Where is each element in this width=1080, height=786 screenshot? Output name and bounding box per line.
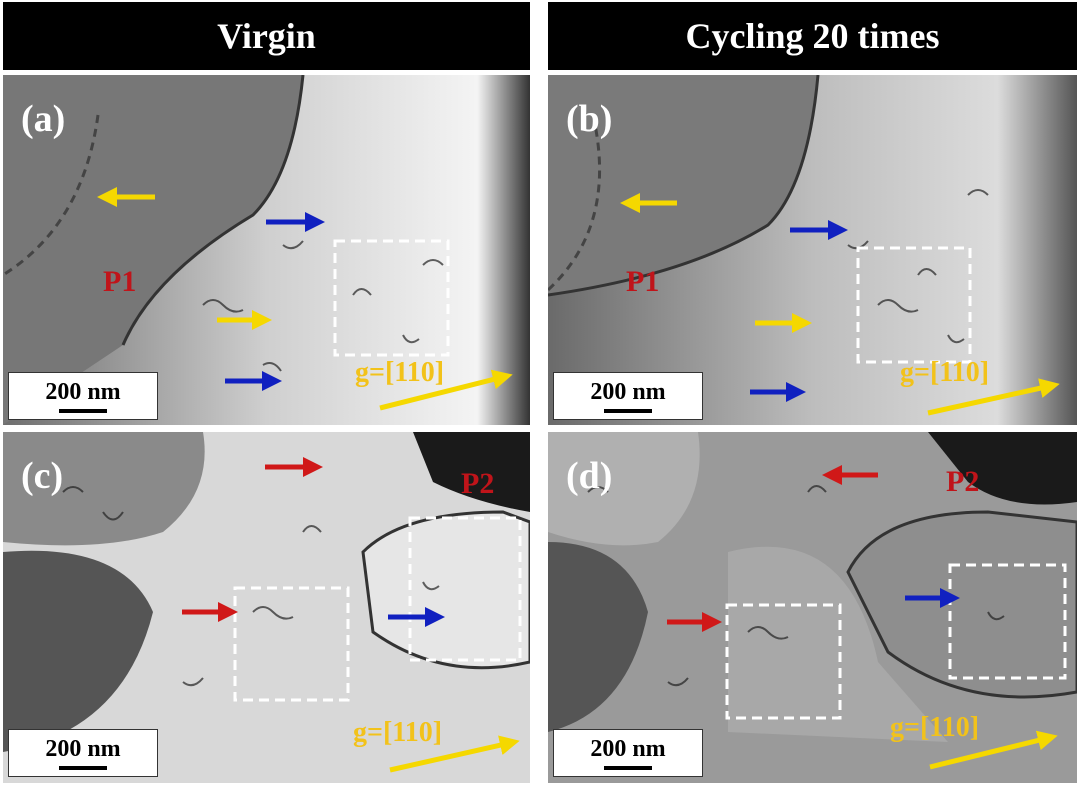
scale-bar: 200 nm [8, 729, 158, 777]
g-vector-arrow [929, 730, 1058, 770]
scale-text: 200 nm [45, 736, 121, 762]
g-vector-label: g=[110] [355, 357, 445, 388]
tem-image-a [3, 75, 530, 425]
phase-label: P2 [461, 467, 495, 500]
tem-image-b [548, 75, 1077, 425]
scale-bar: 200 nm [8, 372, 158, 420]
g-vector-label: g=[110] [890, 712, 980, 743]
panel-label: (d) [566, 455, 613, 497]
panel-b: (b) P1 g=[110] 200 nm [548, 75, 1077, 425]
region-box [725, 603, 842, 720]
scale-bar: 200 nm [553, 729, 703, 777]
g-vector-arrow [927, 378, 1060, 416]
tem-image-d [548, 432, 1077, 783]
region-box [948, 563, 1067, 680]
panel-c: (c) P2 g=[110] 200 nm [3, 432, 530, 783]
g-vector-label: g=[110] [353, 717, 443, 748]
g-vector-arrow [379, 369, 513, 411]
scale-bar: 200 nm [553, 372, 703, 420]
tem-image-c [3, 432, 530, 783]
panel-label: (b) [566, 98, 613, 140]
panel-a: (a) P1 g=[110] 200 nm [3, 75, 530, 425]
panel-d: (d) P2 g=[110] 200 nm [548, 432, 1077, 783]
g-vector-arrow [389, 735, 520, 773]
panel-label: (a) [21, 98, 66, 140]
phase-label: P1 [103, 265, 137, 298]
panel-label: (c) [21, 455, 64, 497]
g-vector-label: g=[110] [900, 357, 990, 388]
scale-text: 200 nm [590, 379, 666, 405]
header-cycling: Cycling 20 times [548, 2, 1077, 70]
scale-text: 200 nm [590, 736, 666, 762]
phase-label: P1 [626, 265, 660, 298]
region-box [333, 239, 450, 357]
region-box [408, 516, 522, 662]
region-box [233, 586, 350, 702]
header-virgin: Virgin [3, 2, 530, 70]
phase-label: P2 [946, 465, 980, 498]
region-box [856, 246, 972, 364]
scale-text: 200 nm [45, 379, 121, 405]
